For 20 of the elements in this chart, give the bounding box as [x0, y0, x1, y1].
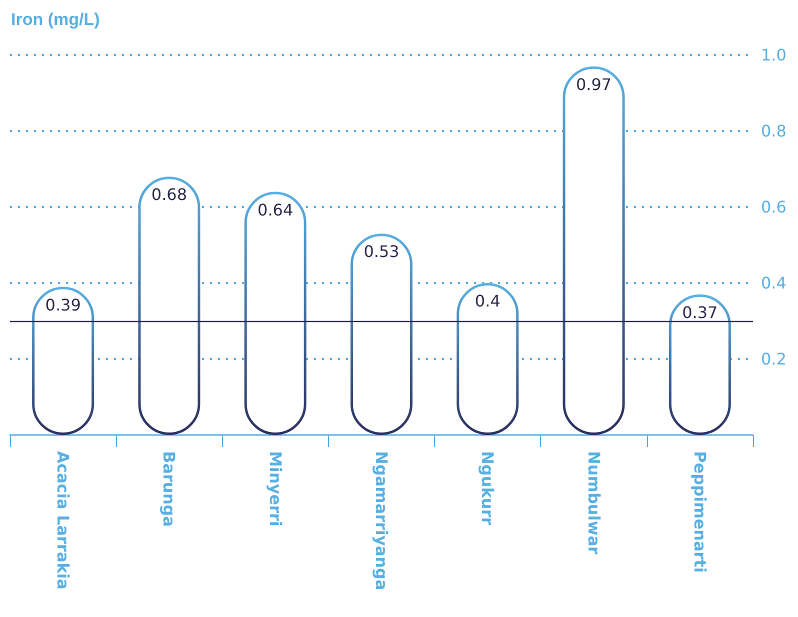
data-label: 0.39 — [45, 295, 81, 314]
x-tick-label: Barunga — [160, 451, 179, 527]
y-tick-label: 0.8 — [761, 122, 786, 140]
x-tick-label: Acacia Larrakia — [54, 451, 73, 590]
data-label: 0.68 — [151, 185, 188, 204]
x-tick-label: Ngamarriyanga — [372, 451, 391, 590]
y-tick-label: 0.2 — [761, 350, 786, 368]
data-label: 0.4 — [474, 292, 500, 310]
y-tick-label: 1.0 — [761, 46, 786, 64]
y-tick-label: 0.4 — [761, 274, 786, 292]
x-tick-label: Numbulwar — [584, 451, 604, 554]
x-tick-label: Minyerri — [266, 451, 285, 526]
data-label: 0.97 — [576, 74, 612, 94]
data-label: 0.53 — [364, 242, 400, 262]
y-tick-label: 0.6 — [761, 198, 786, 216]
x-tick-label: Ngukurr — [478, 451, 498, 526]
data-label: 0.64 — [258, 200, 294, 220]
data-label: 0.37 — [682, 302, 718, 322]
y-axis-title: Iron (mg/L) — [11, 10, 100, 29]
x-tick-label: Peppimenarti — [690, 451, 710, 573]
